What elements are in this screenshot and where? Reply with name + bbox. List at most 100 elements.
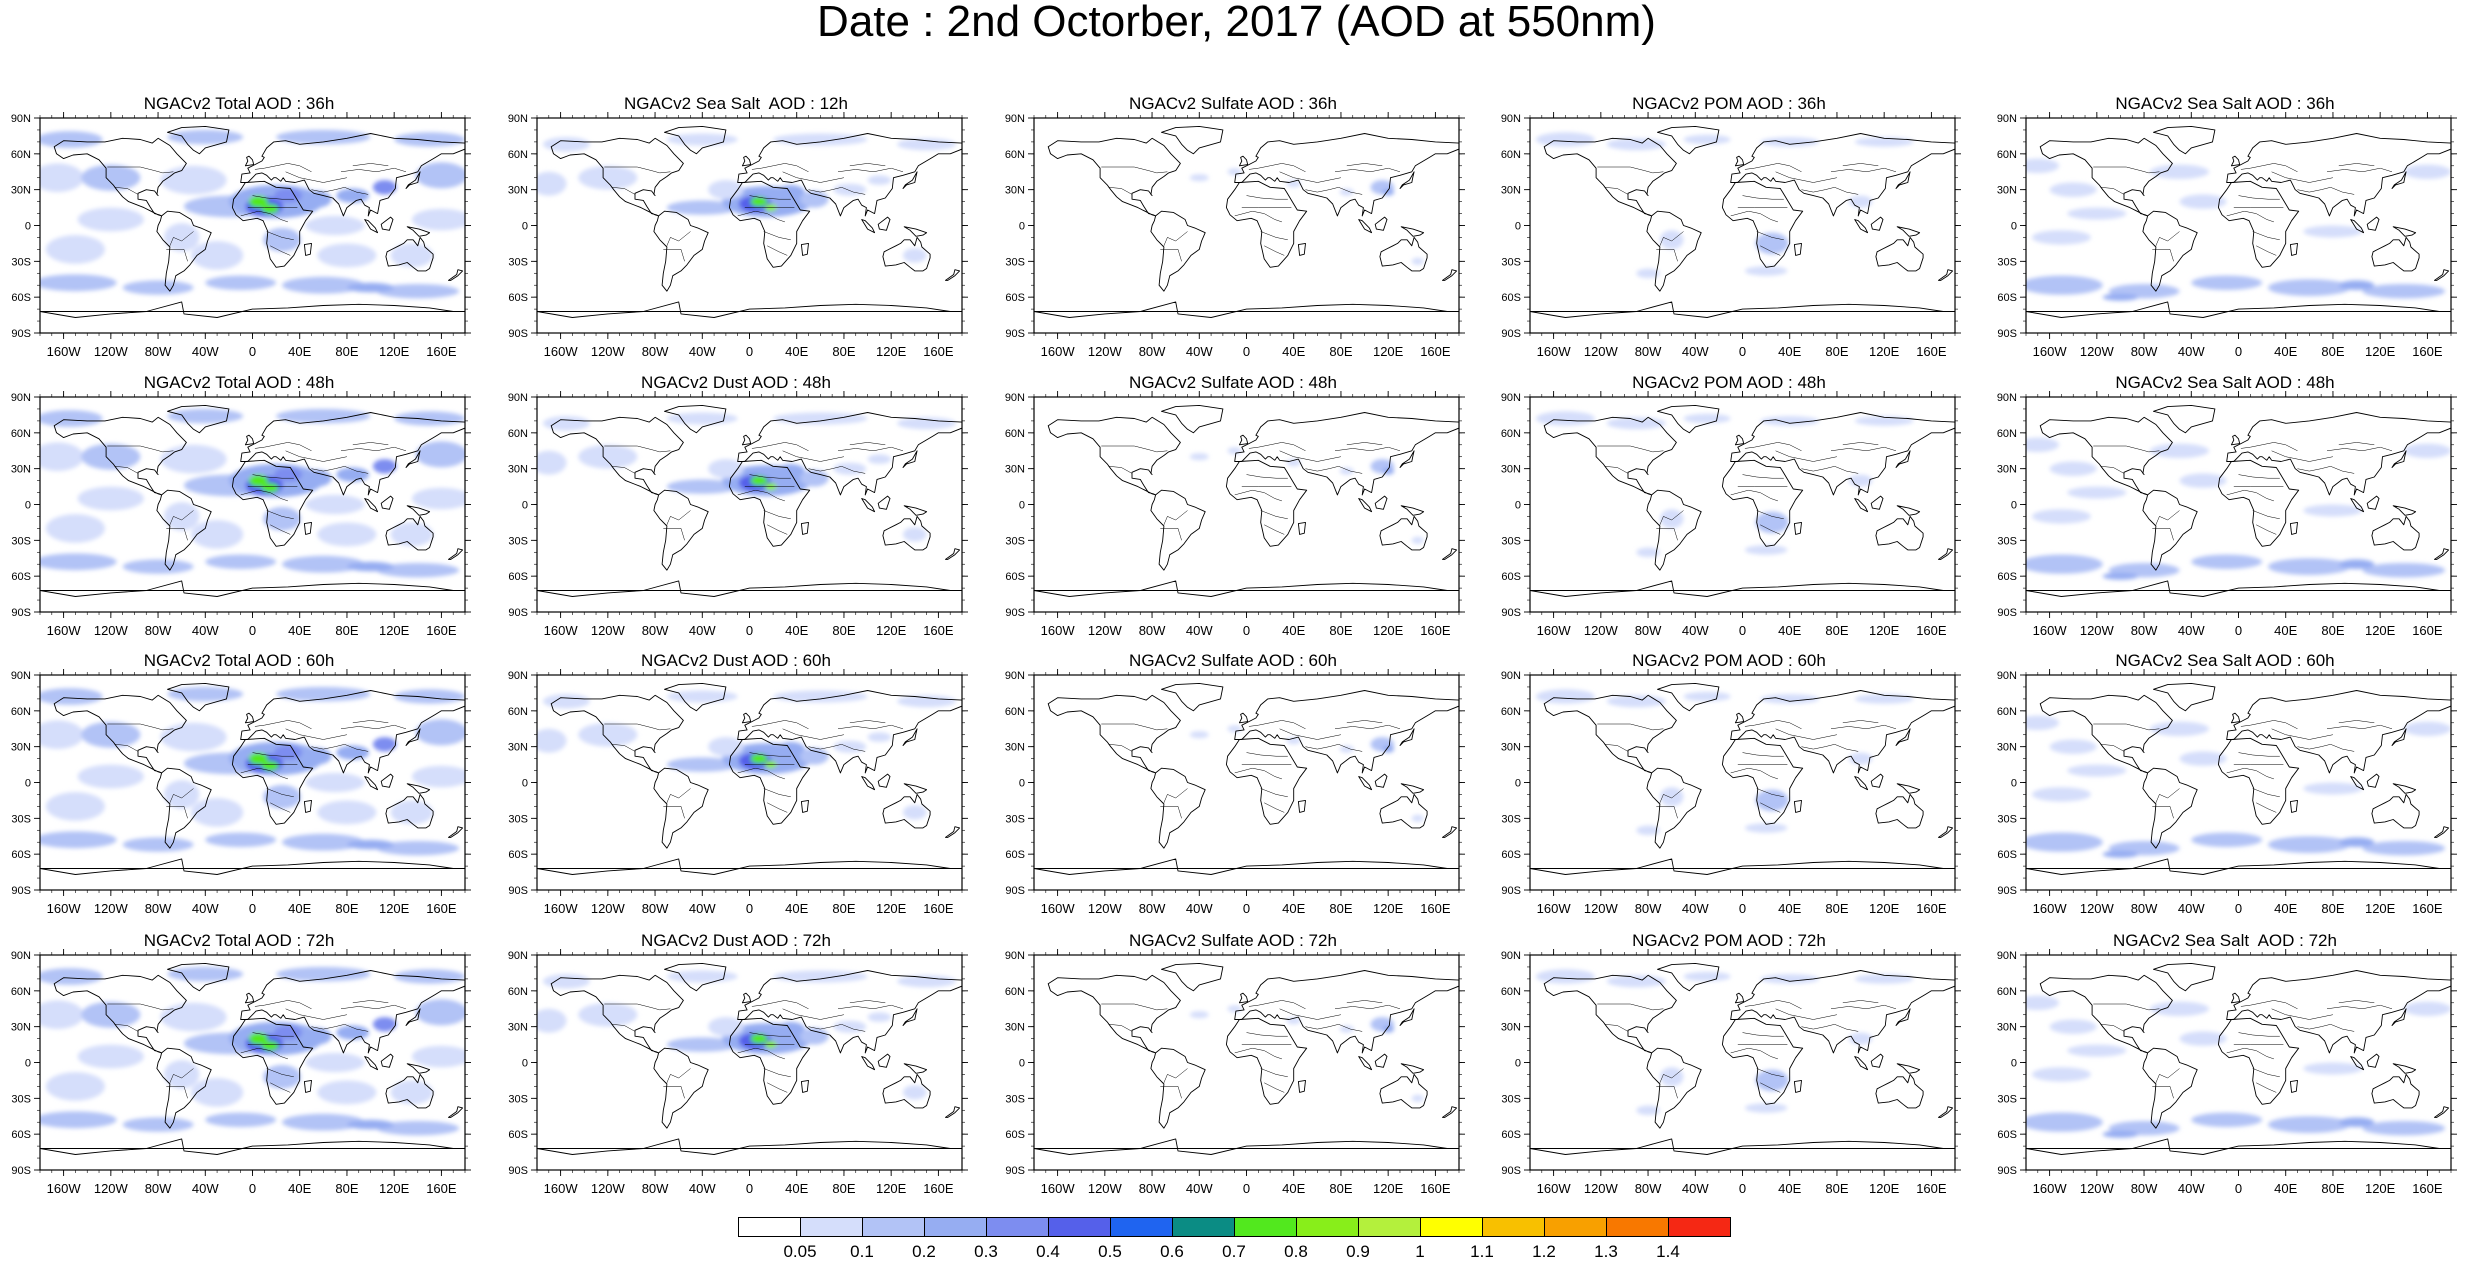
lat-label: 30S	[508, 813, 528, 825]
country-border	[2252, 231, 2280, 241]
aerosol-area	[372, 737, 397, 752]
aerosol-area	[542, 694, 591, 709]
country-border	[604, 445, 671, 453]
aerosol-area	[542, 974, 591, 989]
coastline	[1234, 412, 1459, 496]
aerosol-area	[537, 728, 567, 753]
aerosol-area	[773, 970, 868, 983]
country-border	[1334, 724, 1401, 730]
lon-label: 40W	[1186, 1181, 1213, 1196]
country-border	[808, 466, 866, 474]
lat-label: 60S	[1501, 292, 1521, 304]
aerosol-area	[411, 208, 465, 231]
world-map: 90N 60N 30N 0 30S 60S 90S 160W 120W 80W 40W 0 40E 80E…	[1501, 949, 1961, 1196]
lon-label: 120W	[1088, 1181, 1123, 1196]
lon-label: 80E	[1329, 623, 1352, 638]
lat-label: 0	[2011, 500, 2017, 512]
coastline	[2434, 269, 2450, 281]
coastline	[1657, 682, 1720, 712]
aerosol-area	[1755, 232, 1789, 255]
coastline	[2226, 970, 2451, 1054]
world-map: 90N 60N 30N 0 30S 60S 90S 160W 120W 80W 40W 0 40E 80E…	[508, 949, 968, 1196]
aerosol-area	[45, 1072, 105, 1101]
aerosol-area	[2179, 194, 2227, 209]
country-border	[1279, 171, 1341, 183]
country-border	[767, 245, 788, 256]
lat-label: 30N	[1005, 185, 1025, 197]
lat-label: 0	[1019, 778, 1025, 790]
aerosol-area	[164, 223, 200, 252]
country-border	[266, 1068, 294, 1078]
lon-label: 120W	[591, 344, 626, 359]
country-border	[1597, 445, 1664, 453]
lon-label: 120E	[379, 1181, 410, 1196]
aerosol-area	[1760, 416, 1820, 426]
aerosol-area	[2179, 473, 2227, 488]
coastline	[1358, 498, 1373, 513]
panel-title: NGACv2 Sea Salt AOD : 48h	[2115, 373, 2335, 392]
coastline	[2039, 974, 2173, 1054]
colorbar-label: 0.2	[912, 1242, 936, 1261]
lon-label: 80E	[335, 623, 358, 638]
country-border	[2256, 1082, 2277, 1093]
lat-label: 60S	[1997, 292, 2017, 304]
aerosol-area	[77, 1044, 144, 1069]
lon-label: 160W	[2033, 1181, 2068, 1196]
map-panel: NGACv2 Sea Salt AOD : 60h 90N 60N 30N 0 30S 60…	[1986, 652, 2464, 934]
lat-label: 90S	[1501, 607, 1521, 619]
coastline	[1793, 242, 1802, 256]
country-border	[611, 1024, 636, 1032]
lon-label: 120E	[876, 623, 907, 638]
panel-title: NGACv2 Dust AOD : 48h	[641, 373, 831, 392]
country-border	[1730, 210, 1778, 223]
aerosol-area	[1744, 823, 1788, 833]
coastline	[2026, 1138, 2451, 1155]
lon-label: 40E	[1778, 344, 1801, 359]
coastline	[1161, 962, 1224, 992]
coastline	[2289, 1079, 2298, 1093]
lon-label: 40W	[689, 623, 716, 638]
lon-label: 160W	[2033, 901, 2068, 916]
country-border	[340, 724, 407, 730]
aerosol-area	[282, 276, 365, 294]
country-border	[751, 720, 809, 730]
aerosol-area	[578, 722, 638, 747]
aerosol-area	[261, 761, 279, 771]
aerosol-area	[537, 450, 567, 475]
lon-label: 80E	[832, 623, 855, 638]
aerosol-area	[415, 999, 465, 1026]
lon-label: 40E	[785, 623, 808, 638]
country-border	[1264, 1082, 1285, 1093]
lat-label: 60N	[1997, 428, 2017, 440]
coastline	[800, 1079, 809, 1093]
country-border	[107, 1003, 174, 1011]
lat-label: 90S	[1005, 1165, 1025, 1177]
coastline	[1379, 236, 1428, 272]
coastline	[1034, 301, 1459, 318]
country-border	[1346, 163, 1383, 167]
country-border	[169, 1068, 194, 1083]
aerosol-area	[1535, 132, 1595, 147]
country-border	[767, 524, 788, 535]
country-border	[270, 1082, 291, 1093]
lon-label: 160E	[1916, 344, 1947, 359]
lat-label: 30N	[11, 185, 31, 197]
lon-label: 160W	[1537, 901, 1572, 916]
lon-label: 120E	[2365, 901, 2396, 916]
coastline	[364, 776, 379, 791]
coastline	[1530, 858, 1955, 875]
country-border	[1659, 231, 1684, 246]
lon-label: 160E	[2412, 1181, 2443, 1196]
aerosol-area	[1535, 411, 1595, 426]
aerosol-area	[81, 721, 141, 748]
aerosol-area	[1636, 268, 1660, 279]
aerosol-area	[40, 831, 117, 849]
aerosol-area	[1189, 174, 1209, 182]
lon-label: 120E	[1373, 344, 1404, 359]
lon-label: 160W	[544, 901, 579, 916]
country-border	[1160, 806, 1182, 819]
coastline	[2289, 799, 2298, 813]
coastline	[664, 962, 727, 992]
lat-label: 90N	[1005, 670, 1025, 682]
coastline	[945, 1106, 961, 1118]
